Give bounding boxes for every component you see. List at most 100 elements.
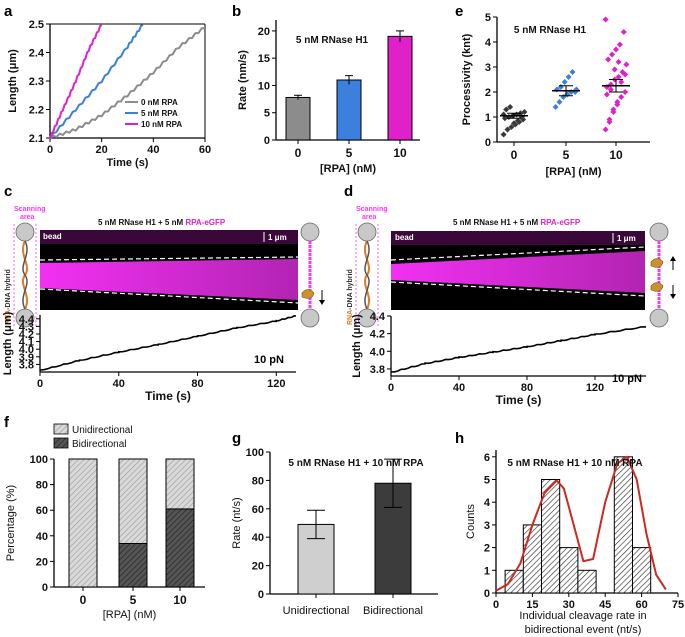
data-point (615, 74, 622, 80)
x-tick-label: 0 (511, 148, 518, 162)
y-tick-label: 5 (485, 12, 491, 24)
x-tick-label: 0 (295, 146, 302, 160)
data-point (521, 109, 528, 115)
x-tick-label: 20 (96, 144, 108, 156)
data-point (620, 29, 627, 35)
panel-letter-d: d (344, 183, 353, 200)
panel-letter-h: h (455, 430, 464, 447)
condition-label-c: 5 nM RNase H1 + 5 nM RPA-eGFP (98, 218, 226, 227)
x-axis-title-line2: bidirectional event (nt/s) (525, 624, 642, 636)
y-axis-title: Processivity (knt) (461, 33, 473, 125)
y-tick-label: 4.0 (370, 346, 385, 358)
force-label-d: 10 pN (612, 373, 642, 385)
series-line-2 (49, 24, 103, 140)
y-axis-title: Length (μm) (351, 314, 363, 378)
chart-g: 0 20 40 60 80 100 Unidirectional Bidirectional 5… (231, 447, 438, 617)
panel-c-kymograph: bead 1 μm 5 nM RNase H1 + 5 nM RPA-eGFP (39, 218, 325, 328)
y-tick-label: 1 (484, 565, 490, 577)
x-tick-label: 30 (563, 599, 575, 611)
scanning-area-label-1: Scanning (14, 206, 46, 213)
legend-label-unidirectional: Unidirectional (72, 425, 133, 436)
y-tick-label: 2.4 (29, 48, 45, 60)
series-line-1 (49, 24, 144, 140)
bead-top-icon (15, 222, 35, 242)
x-axis-title: Time (s) (145, 389, 191, 403)
histogram-bar-6 (632, 547, 652, 594)
y-tick-label: 2 (485, 87, 491, 99)
y-tick-label: 3.8 (19, 359, 34, 371)
arrow-down-icon (319, 300, 325, 305)
bead-label-c: bead (43, 232, 62, 241)
kymograph-c-signal (40, 259, 298, 300)
kymograph-c-top-edge (39, 256, 299, 261)
x-tick-label: 80 (521, 382, 533, 394)
length-trace (39, 314, 297, 371)
y-axis-title: Rate (nt/s) (231, 497, 243, 548)
y-tick-label: 15 (258, 53, 270, 65)
y-tick-label: 20 (36, 556, 48, 568)
kymograph-c-bottom-edge (39, 288, 299, 304)
y-tick-label: 100 (30, 454, 48, 466)
condition-label-d: 5 nM RNase H1 + 5 nM RPA-eGFP (453, 218, 581, 227)
x-tick-label: 0 (388, 382, 394, 394)
bar-unidirectional-0 (68, 458, 98, 588)
bead-label-d: bead (395, 233, 414, 242)
kymograph-d-signal (391, 251, 645, 293)
x-tick-label: 0 (37, 378, 43, 390)
x-tick-label: 0 (493, 599, 499, 611)
y-axis-title: Counts (465, 504, 477, 539)
x-tick-label: 45 (599, 599, 611, 611)
data-point (615, 59, 622, 65)
legend-swatch-bidirectional (53, 437, 69, 449)
panel-d-kymograph: bead 1 μm 5 nM RNase H1 + 5 nM RPA-eGFP (390, 218, 676, 328)
data-point (561, 79, 568, 85)
data-point (618, 94, 625, 100)
y-tick-label: 3.8 (370, 364, 385, 376)
x-axis-title: [RPA] (nM) (546, 166, 602, 178)
data-point (622, 71, 629, 78)
x-tick-label: 10 (173, 593, 187, 607)
y-tick-label: 2.1 (29, 133, 44, 145)
bar-2 (387, 35, 413, 141)
panel-letter-e: e (455, 3, 463, 20)
force-label-c: 10 pN (254, 354, 284, 366)
legend-label-1: 5 nM RPA (141, 109, 178, 118)
panel-c-schematic: Scanning area RNA-DNA hybrid (5, 206, 46, 328)
y-tick-label: 2.3 (29, 76, 44, 88)
length-trace (391, 326, 646, 373)
gaussian-fit-line (495, 455, 667, 592)
x-axis-title: [RPA] (nM) (320, 163, 376, 175)
panel-letter-a: a (4, 3, 13, 20)
chart-title: 5 nM RNase H1 (514, 25, 587, 36)
y-tick-label: 4 (484, 497, 491, 509)
y-tick-label: 20 (252, 561, 264, 573)
arrow-up-icon (670, 256, 676, 261)
bar-bidirectional-1 (118, 542, 148, 588)
data-point (602, 126, 609, 133)
hybrid-label-d: RNA-DNA hybrid (347, 269, 354, 325)
dna-strand-icon (22, 240, 28, 310)
y-tick-label: 0 (264, 135, 270, 147)
x-tick-label: 5 (346, 146, 353, 160)
bar-unidirectional-1 (118, 458, 148, 544)
enzyme-icon-c (301, 289, 315, 299)
arrow-down-icon-d (670, 294, 676, 299)
scanning-area-label-d1: Scanning (356, 206, 388, 213)
data-point (565, 74, 572, 80)
x-tick-label: 15 (526, 599, 538, 611)
y-tick-label: 1 (485, 112, 491, 124)
enzyme-icon-d2 (650, 282, 664, 292)
chart-d: 3.8 4.0 4.2 4.4 0 40 80 120 Time (s) Length (μm) (351, 311, 646, 407)
y-tick-label: 80 (36, 480, 48, 492)
y-tick-label: 2.2 (29, 105, 44, 117)
scanning-area-label-d2: area (362, 214, 377, 221)
y-tick-label: 4.2 (370, 329, 385, 341)
y-tick-label: 40 (36, 531, 48, 543)
x-tick-label: 10 (393, 146, 407, 160)
chart-f: 0 20 40 60 80 100 0 5 10 Unidirectional Bidirectio… (5, 423, 205, 621)
x-tick-label: 40 (453, 382, 465, 394)
hybrid-label: RNA-DNA hybrid (5, 269, 12, 325)
data-point (605, 56, 612, 63)
data-point (508, 124, 515, 130)
